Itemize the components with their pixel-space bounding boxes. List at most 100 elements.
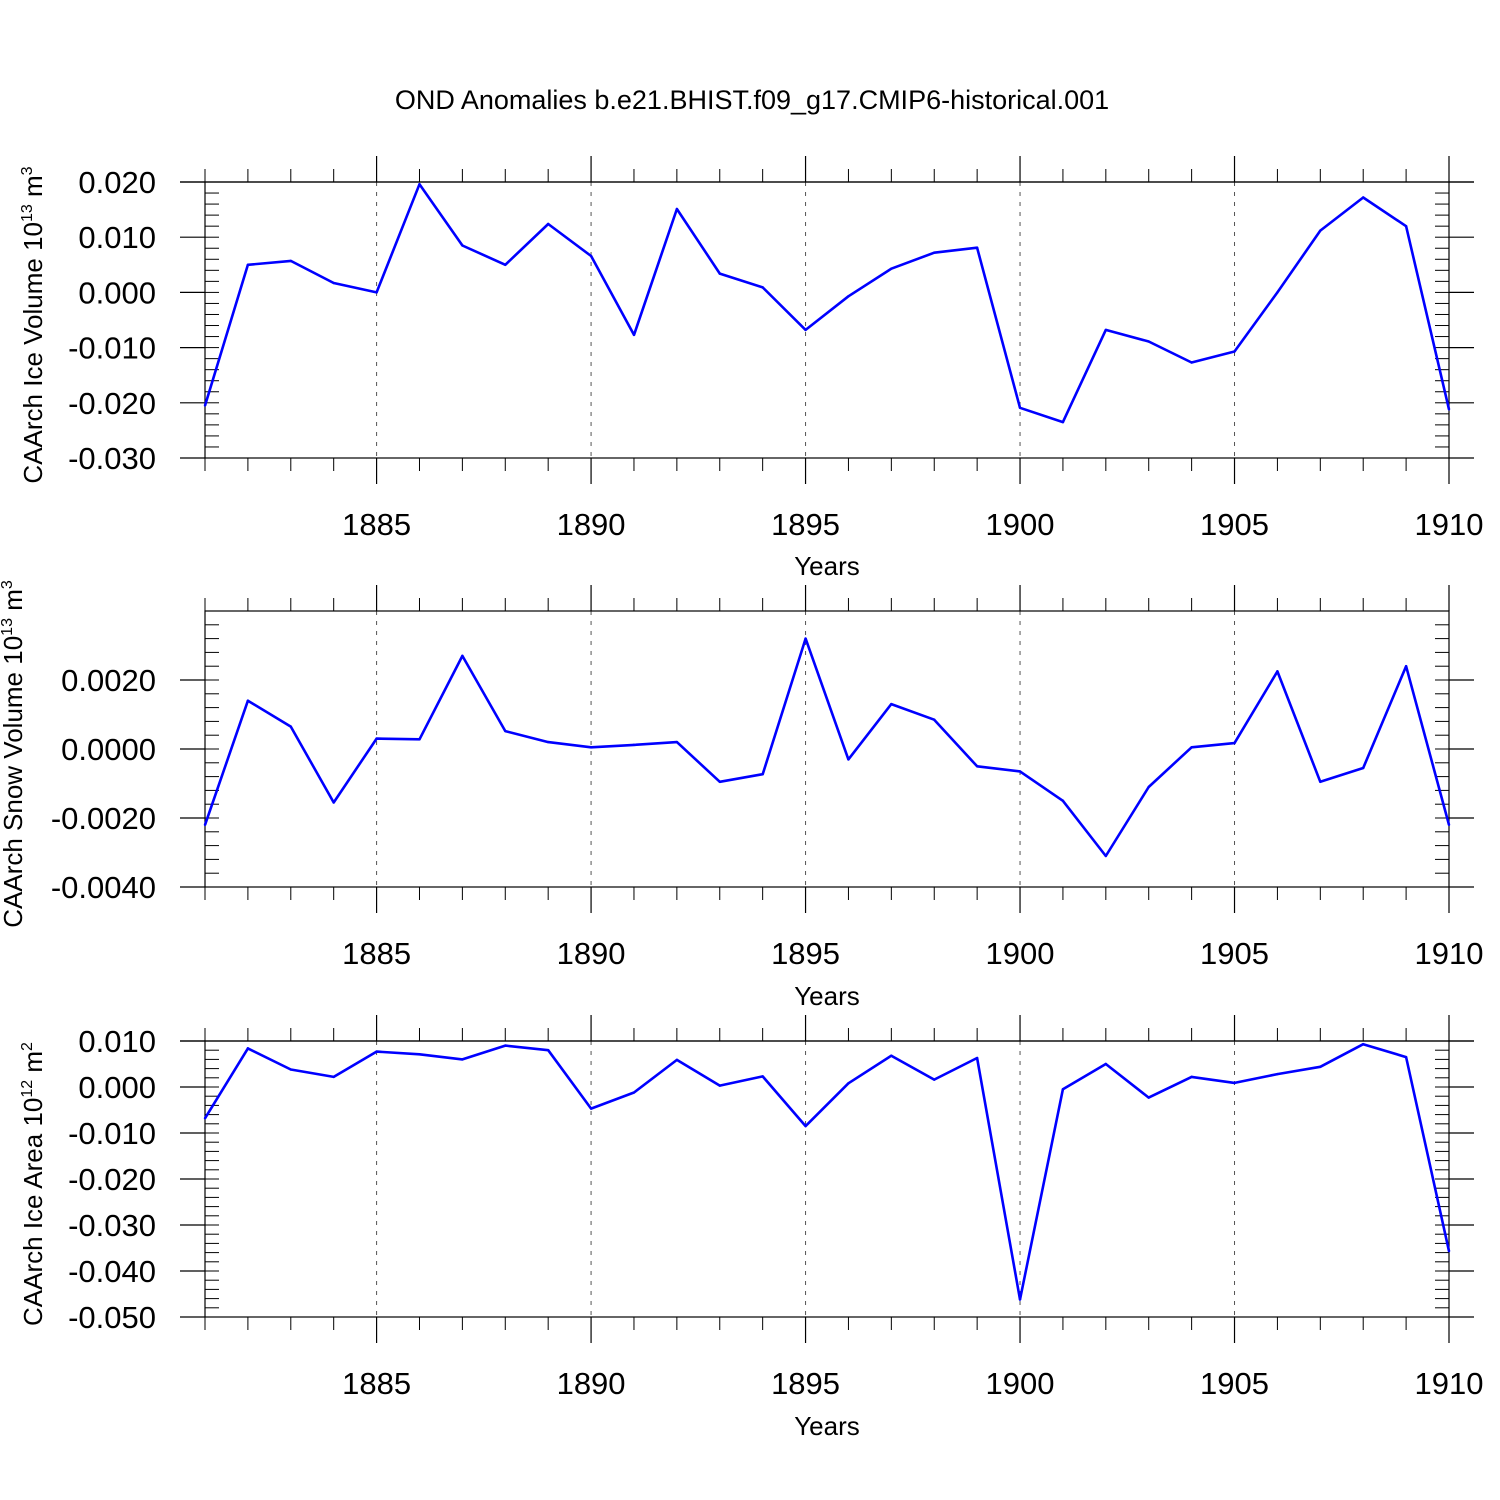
data-point xyxy=(589,1107,593,1110)
data-point xyxy=(1233,350,1236,353)
data-point xyxy=(1404,665,1408,668)
data-point xyxy=(418,1053,421,1056)
panels: 0.020 0.010 0.000 -0.010 -0.020 -0.030 1885 189… xyxy=(0,156,1483,1441)
y-tick-label: -0.020 xyxy=(68,386,156,421)
y-tick-label: 0.010 xyxy=(78,220,156,255)
series-line xyxy=(203,1042,1451,1301)
x-tick-label: 1910 xyxy=(1415,1366,1484,1401)
y-tick-label: -0.010 xyxy=(68,1116,156,1151)
data-point xyxy=(933,251,936,254)
data-point xyxy=(1147,785,1150,789)
data-point xyxy=(1319,229,1322,232)
data-point xyxy=(203,1117,207,1120)
data-point xyxy=(289,725,292,728)
data-point xyxy=(375,291,378,294)
data-point xyxy=(1404,1055,1408,1059)
data-point xyxy=(761,1075,764,1078)
data-point xyxy=(1190,746,1193,749)
y-axis-label: CAArch Snow Volume 1013 m3 xyxy=(0,580,28,928)
figure-title: OND Anomalies b.e21.BHIST.f09_g17.CMIP6-… xyxy=(395,85,1109,115)
data-point xyxy=(461,654,464,658)
y-tick-label: 0.010 xyxy=(78,1024,156,1059)
y-tick-label: -0.0020 xyxy=(51,801,156,836)
data-point xyxy=(1447,823,1451,827)
y-tick-label: -0.010 xyxy=(68,331,156,366)
y-tick-label: 0.0000 xyxy=(61,732,156,767)
x-tick-label: 1885 xyxy=(342,1366,411,1401)
plot-frame xyxy=(204,181,1450,459)
data-point xyxy=(847,295,850,298)
x-axis-label: Years xyxy=(794,1411,860,1441)
data-point xyxy=(1061,799,1065,802)
data-point xyxy=(1276,1072,1279,1076)
data-point xyxy=(203,404,207,407)
y-tick-label: -0.020 xyxy=(68,1162,156,1197)
data-point xyxy=(1147,340,1150,343)
x-tick-label: 1905 xyxy=(1200,1366,1269,1401)
data-point xyxy=(1362,1043,1365,1046)
data-point xyxy=(1276,291,1279,294)
data-point xyxy=(504,1044,507,1047)
data-point xyxy=(890,267,893,270)
series-line xyxy=(203,182,1451,424)
data-point xyxy=(461,1058,464,1061)
x-tick-label: 1900 xyxy=(986,507,1055,542)
data-point xyxy=(804,1124,807,1128)
data-point xyxy=(1018,770,1022,773)
data-point xyxy=(975,246,979,249)
data-point xyxy=(546,740,550,744)
y-tick-label: -0.030 xyxy=(68,1208,156,1243)
y-tick-label: 0.0020 xyxy=(61,663,156,698)
data-point xyxy=(589,746,593,749)
y-tick-label: 0.000 xyxy=(78,1070,156,1105)
data-point xyxy=(1447,1250,1451,1253)
data-point xyxy=(1233,741,1236,745)
data-point xyxy=(1233,1081,1236,1085)
data-point xyxy=(1190,361,1193,364)
x-tick-label: 1895 xyxy=(771,507,840,542)
data-point xyxy=(332,801,335,804)
data-point xyxy=(1018,406,1022,409)
series-line xyxy=(203,637,1451,858)
data-point xyxy=(461,244,464,247)
data-point xyxy=(847,758,850,761)
y-axis-label: CAArch Ice Volume 1013 m3 xyxy=(18,166,48,483)
data-point xyxy=(1447,408,1451,411)
data-point xyxy=(1104,328,1108,332)
data-point xyxy=(289,1068,292,1071)
data-point xyxy=(246,1047,250,1050)
data-point xyxy=(1404,224,1408,228)
data-point xyxy=(718,1084,721,1087)
x-tick-label: 1900 xyxy=(986,1366,1055,1401)
x-tick-label: 1905 xyxy=(1200,507,1269,542)
data-point xyxy=(761,286,764,289)
data-point xyxy=(504,729,507,733)
data-point xyxy=(1362,196,1365,199)
data-point xyxy=(1104,854,1108,858)
plot-frame xyxy=(204,1040,1450,1318)
data-point xyxy=(890,1054,893,1057)
data-point xyxy=(890,702,893,706)
y-tick-label: -0.050 xyxy=(68,1300,156,1335)
data-point xyxy=(933,1078,936,1081)
data-point xyxy=(1018,1298,1022,1301)
data-point xyxy=(632,1091,636,1094)
data-point xyxy=(1362,766,1365,770)
x-axis-label: Years xyxy=(794,551,860,581)
data-point xyxy=(933,718,936,721)
data-point xyxy=(1061,1088,1065,1091)
data-point xyxy=(761,772,764,776)
data-point xyxy=(1147,1096,1150,1099)
data-point xyxy=(375,737,378,740)
data-point xyxy=(418,738,421,741)
data-point xyxy=(975,1056,979,1060)
data-point xyxy=(718,780,721,783)
data-point xyxy=(1104,1062,1108,1066)
data-point xyxy=(589,254,593,258)
data-point xyxy=(246,699,250,702)
data-point xyxy=(975,765,979,768)
data-point xyxy=(203,823,207,827)
data-point xyxy=(632,743,636,747)
x-tick-label: 1910 xyxy=(1415,507,1484,542)
